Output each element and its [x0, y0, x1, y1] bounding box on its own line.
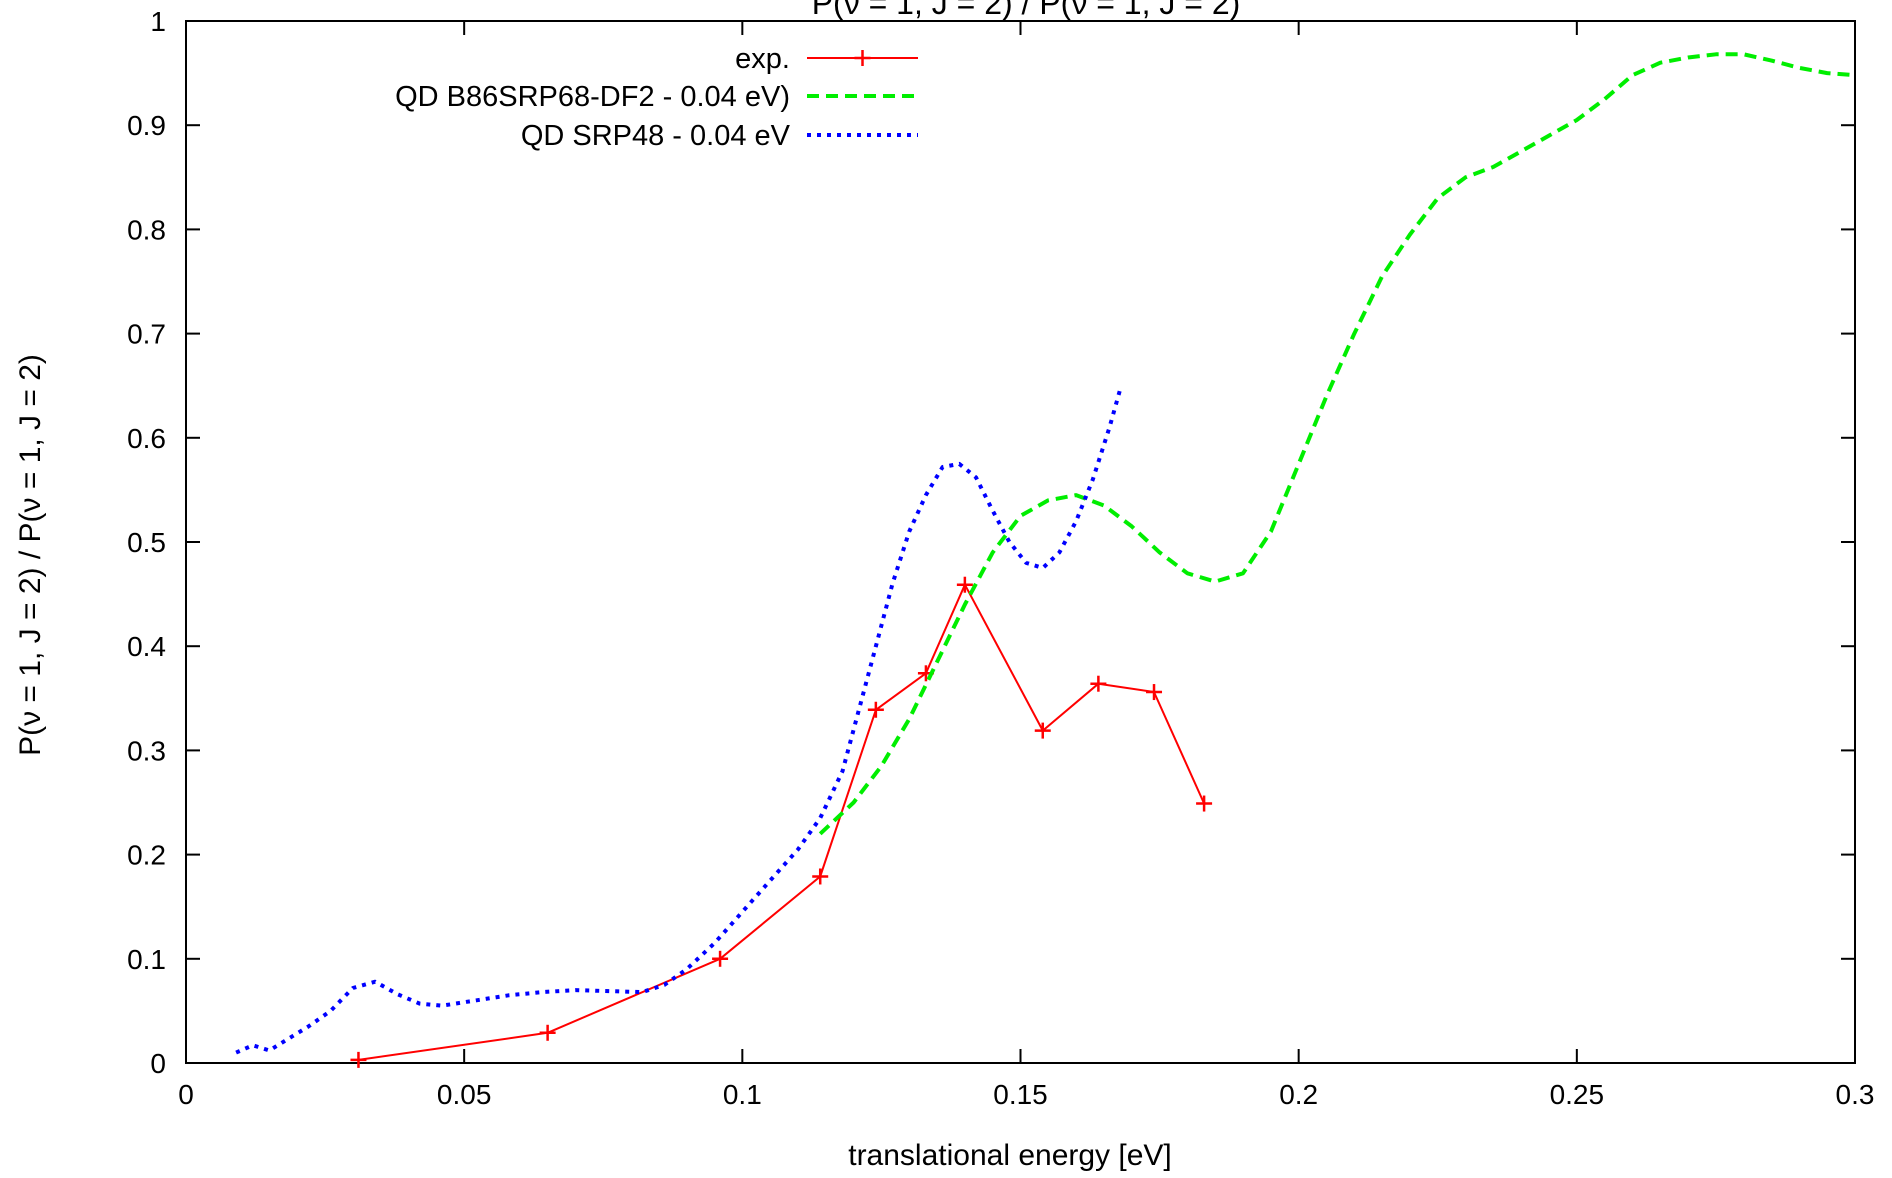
series-line — [818, 52, 1856, 836]
legend: exp. QD B86SRP68-DF2 - 0.04 eV) QD SRP48 -… — [395, 43, 918, 152]
y-tick-label: 0.1 — [127, 944, 166, 975]
y-tick-label: 1 — [150, 6, 166, 37]
y-tick-label: 0.6 — [127, 423, 166, 454]
data-point — [539, 1024, 556, 1041]
y-tick-label: 0.9 — [127, 110, 166, 141]
series-exp — [350, 576, 1213, 1068]
x-tick-label: 0.15 — [993, 1079, 1048, 1110]
y-tick-label: 0.2 — [127, 840, 166, 871]
x-tick-label: 0.1 — [723, 1079, 762, 1110]
x-axis-title: translational energy [eV] — [848, 1139, 1172, 1172]
data-point — [350, 1051, 367, 1068]
series-qd-b86srp68-df2-0-04-ev — [818, 52, 1856, 836]
x-tick-label: 0.25 — [1550, 1079, 1605, 1110]
y-tick-label: 0.8 — [127, 214, 166, 245]
data-point — [1196, 795, 1213, 812]
axes: 0 0.05 0.1 0.15 0.2 0.25 0.3 0 0.1 0.2 0.3 0.4 0.5 0.… — [127, 6, 1874, 1110]
x-tick-label: 0.05 — [437, 1079, 492, 1110]
y-tick-label: 0 — [150, 1048, 166, 1079]
y-tick-label: 0.7 — [127, 319, 166, 350]
data-point — [867, 701, 884, 718]
data-point — [1034, 722, 1051, 739]
data-point — [812, 868, 829, 885]
y-tick-label: 0.5 — [127, 527, 166, 558]
series-layer — [235, 52, 1856, 1068]
legend-entry: exp. — [735, 43, 918, 75]
data-point — [712, 950, 729, 967]
chart-title: P(ν = 1, J = 2) / P(ν = 1, J = 2) — [812, 0, 1241, 21]
legend-entry: QD SRP48 - 0.04 eV — [521, 120, 918, 152]
data-point — [1090, 675, 1107, 692]
legend-label: QD SRP48 - 0.04 eV — [521, 120, 791, 152]
data-point — [1146, 684, 1163, 701]
legend-entry: QD B86SRP68-DF2 - 0.04 eV) — [395, 81, 918, 113]
x-tick-label: 0.2 — [1279, 1079, 1318, 1110]
legend-label: QD B86SRP68-DF2 - 0.04 eV) — [395, 81, 790, 113]
y-tick-label: 0.4 — [127, 631, 166, 662]
legend-label: exp. — [735, 43, 790, 75]
data-point — [854, 50, 871, 66]
y-axis-title: P(ν = 1, J = 2) / P(ν = 1, J = 2) — [14, 354, 47, 756]
data-point — [956, 576, 973, 593]
x-tick-label: 0 — [178, 1079, 194, 1110]
y-tick-label: 0.3 — [127, 735, 166, 766]
x-tick-label: 0.3 — [1836, 1079, 1875, 1110]
